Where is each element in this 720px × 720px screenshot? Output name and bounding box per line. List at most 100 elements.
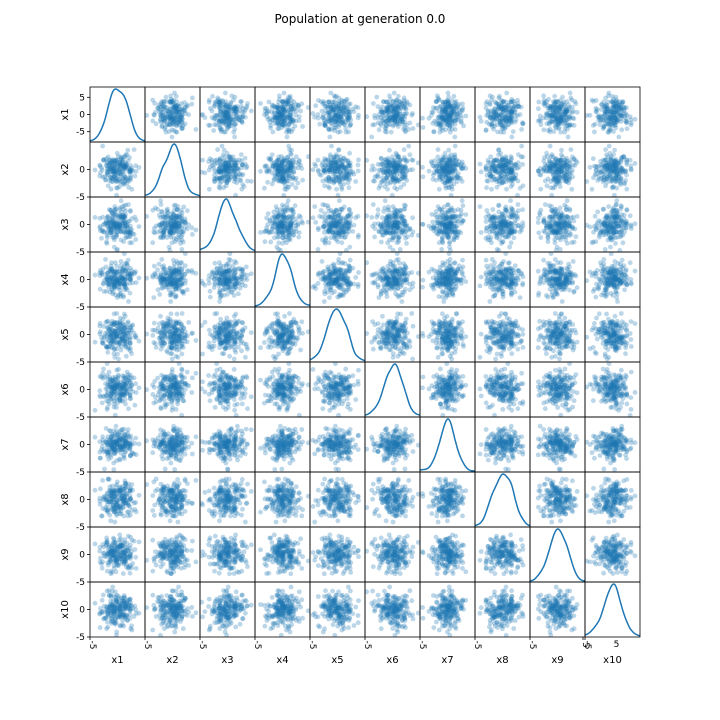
scatter-point (392, 107, 398, 112)
scatter-point (508, 167, 514, 173)
scatter-point (598, 118, 603, 123)
scatter-point (592, 121, 598, 127)
scatter-point (559, 147, 564, 153)
scatter-point (288, 103, 294, 109)
scatter-point (332, 173, 338, 179)
scatter-point (235, 109, 241, 115)
scatter-point (231, 179, 237, 184)
scatter-point (221, 111, 227, 116)
scatter-point (494, 113, 500, 119)
scatter-point (216, 170, 222, 176)
scatter-point (347, 166, 353, 172)
scatter-point (235, 174, 240, 180)
scatter-point (285, 179, 291, 184)
scatter-point (284, 169, 289, 175)
scatter-point (300, 124, 305, 129)
scatter-point (610, 106, 616, 112)
scatter-point (402, 120, 408, 125)
scatter-point (329, 161, 335, 166)
scatter-point (109, 232, 115, 238)
scatter-point (177, 109, 182, 115)
scatter-point (335, 159, 341, 165)
scatter-point (603, 121, 608, 127)
scatter-point (505, 164, 511, 170)
scatter-point (443, 106, 449, 112)
scatter-point (113, 172, 118, 177)
scatter-point (340, 118, 345, 123)
scatter-point (390, 104, 395, 109)
scatter-point (378, 239, 384, 245)
scatter-point (390, 160, 395, 166)
scatter-point (248, 179, 254, 184)
scatter-point (237, 178, 243, 183)
scatter-point (445, 178, 451, 184)
scatter-point (388, 118, 394, 123)
scatter-point (277, 163, 283, 169)
scatter-point (606, 126, 612, 132)
scatter-point (290, 162, 295, 167)
scatter-point (348, 122, 353, 128)
scatter-point (265, 117, 271, 122)
scatter-point (500, 107, 506, 113)
scatter-point (284, 115, 290, 121)
scatter-point (323, 104, 329, 109)
scatter-point (116, 163, 121, 169)
scatter-point (500, 106, 506, 111)
scatter-point (394, 109, 400, 115)
scatter-point (446, 105, 452, 110)
scatter-point (275, 157, 281, 163)
scatter-point (239, 162, 245, 167)
scatter-point (558, 162, 564, 168)
scatter-point (447, 179, 453, 184)
scatter-point (503, 174, 509, 180)
scatter-point (353, 104, 359, 110)
scatter-point (131, 147, 137, 153)
scatter-point (458, 119, 464, 124)
scatter-point (275, 169, 280, 174)
scatter-point (277, 111, 282, 116)
scatter-point (390, 112, 396, 118)
scatter-point (233, 176, 238, 182)
scatter-point (225, 113, 231, 119)
scatter-point (274, 158, 280, 164)
scatter-point (113, 178, 118, 183)
scatter-point (370, 101, 376, 106)
scatter-point (447, 160, 453, 166)
scatter-point (156, 102, 162, 108)
scatter-point (549, 152, 555, 158)
scatter-point (345, 158, 351, 164)
scatter-point (155, 106, 161, 111)
scatter-point (339, 163, 344, 169)
scatter-point (379, 175, 385, 181)
scatter-point (164, 99, 170, 104)
scatter-point (443, 157, 449, 163)
scatter-point (447, 115, 453, 120)
scatter-point (344, 176, 350, 182)
scatter-point (563, 161, 569, 166)
scatter-point (326, 99, 332, 104)
scatter-point (563, 172, 569, 177)
scatter-point (124, 161, 129, 167)
scatter-point (272, 172, 278, 177)
scatter-point (390, 157, 395, 163)
scatter-point (456, 159, 462, 164)
scatter-point (117, 162, 122, 168)
scatter-point (620, 99, 626, 105)
scatter-point (551, 129, 557, 135)
scatter-point (615, 119, 621, 124)
scatter-point (209, 160, 215, 166)
scatter-point (393, 112, 399, 118)
scatter-point (288, 160, 293, 166)
scatter-point (216, 176, 222, 181)
scatter-point (562, 126, 568, 131)
scatter-point (502, 123, 507, 129)
scatter-point (320, 237, 325, 243)
scatter-point (455, 117, 461, 123)
scatter-point (393, 230, 399, 236)
scatter-point (392, 171, 397, 177)
scatter-point (185, 103, 190, 109)
scatter-point (337, 198, 342, 204)
scatter-point (122, 181, 127, 187)
scatter-point (153, 121, 159, 127)
scatter-point (604, 152, 609, 158)
